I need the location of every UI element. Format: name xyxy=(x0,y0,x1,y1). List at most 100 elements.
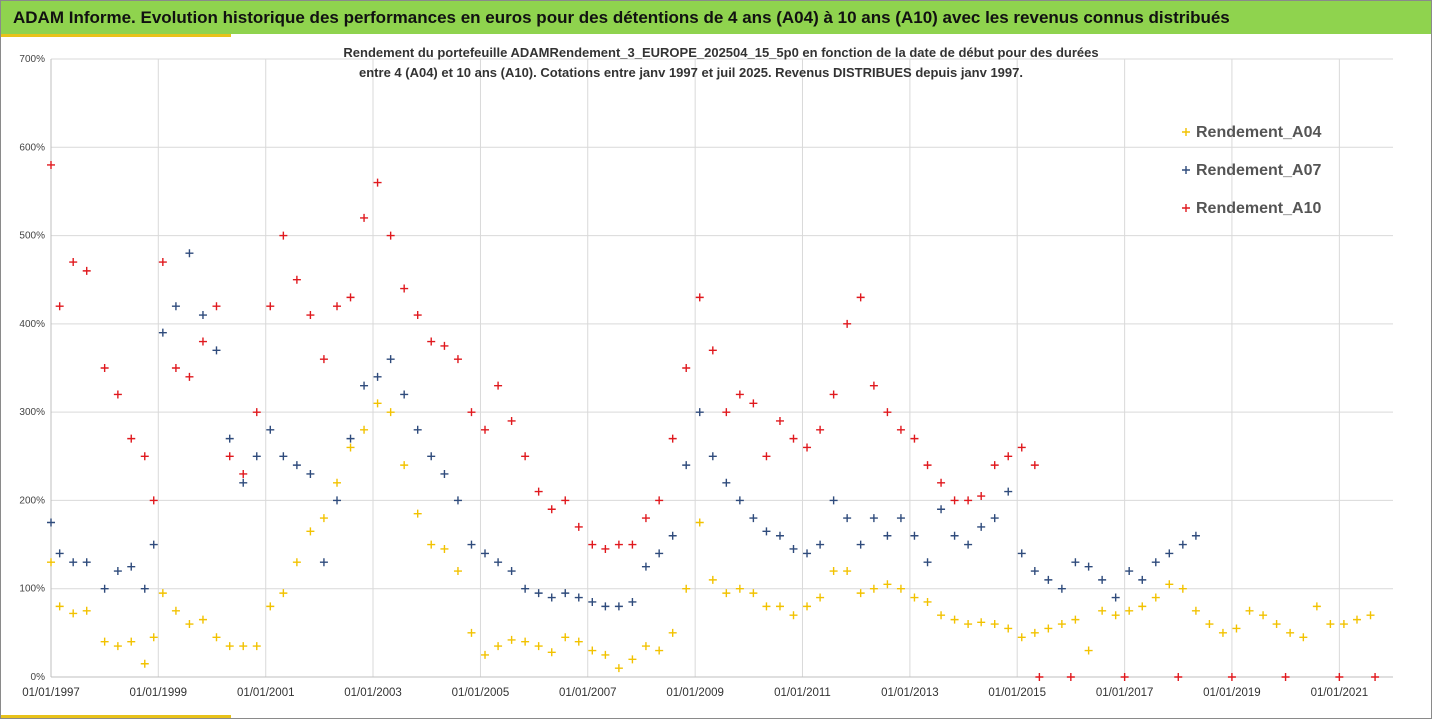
data-point xyxy=(292,558,301,567)
data-point xyxy=(212,633,221,642)
data-point xyxy=(521,584,530,593)
data-point xyxy=(481,425,490,434)
data-point xyxy=(158,258,167,267)
data-point xyxy=(252,452,261,461)
data-point xyxy=(614,602,623,611)
data-point xyxy=(588,597,597,606)
data-point xyxy=(453,567,462,576)
data-point xyxy=(333,302,342,311)
page-title: ADAM Informe. Evolution historique des p… xyxy=(13,8,1230,27)
data-point xyxy=(628,540,637,549)
series-Rendement_A07 xyxy=(47,249,1200,611)
y-tick-label: 400% xyxy=(19,319,45,330)
data-point xyxy=(1272,620,1281,629)
data-series xyxy=(47,160,1380,681)
data-point xyxy=(400,461,409,470)
x-tick-label: 01/01/1997 xyxy=(22,687,80,699)
data-point xyxy=(1227,673,1236,681)
data-point xyxy=(668,628,677,637)
data-point xyxy=(803,549,812,558)
data-point xyxy=(749,514,758,523)
data-point xyxy=(1035,673,1044,681)
data-point xyxy=(1066,673,1075,681)
data-point xyxy=(55,602,64,611)
data-point xyxy=(481,549,490,558)
data-point xyxy=(1191,606,1200,615)
chart-subtitle-line-1: Rendement du portefeuille ADAMRendement_… xyxy=(343,45,1098,60)
data-point xyxy=(964,620,973,629)
data-point xyxy=(762,527,771,536)
y-tick-label: 0% xyxy=(31,672,46,683)
x-tick-label: 01/01/2013 xyxy=(881,687,939,699)
data-point xyxy=(158,328,167,337)
data-point xyxy=(507,635,516,644)
data-point xyxy=(306,527,315,536)
data-point xyxy=(883,408,892,417)
data-point xyxy=(803,602,812,611)
data-point xyxy=(69,558,78,567)
data-point xyxy=(69,258,78,267)
data-point xyxy=(695,408,704,417)
y-tick-label: 300% xyxy=(19,407,45,418)
x-tick-label: 01/01/2005 xyxy=(452,687,510,699)
data-point xyxy=(453,355,462,364)
data-point xyxy=(1030,628,1039,637)
data-point xyxy=(346,293,355,302)
data-point xyxy=(427,452,436,461)
data-point xyxy=(333,478,342,487)
data-point xyxy=(306,469,315,478)
legend-label: Rendement_A10 xyxy=(1196,200,1321,217)
data-point xyxy=(453,496,462,505)
data-point xyxy=(1004,487,1013,496)
data-point xyxy=(266,425,275,434)
data-point xyxy=(1174,673,1183,681)
legend-label: Rendement_A07 xyxy=(1196,162,1321,179)
data-point xyxy=(1057,620,1066,629)
data-point xyxy=(1178,540,1187,549)
data-point xyxy=(547,593,556,602)
data-point xyxy=(1312,602,1321,611)
data-point xyxy=(1057,584,1066,593)
data-point xyxy=(319,355,328,364)
data-point xyxy=(641,514,650,523)
data-point xyxy=(521,452,530,461)
data-point xyxy=(1286,628,1295,637)
data-point xyxy=(735,496,744,505)
data-point xyxy=(494,558,503,567)
data-point xyxy=(775,531,784,540)
x-tick-label: 01/01/2019 xyxy=(1203,687,1261,699)
data-point xyxy=(373,372,382,381)
data-point xyxy=(803,443,812,452)
data-point xyxy=(722,478,731,487)
data-point xyxy=(252,642,261,651)
series-Rendement_A04 xyxy=(47,399,1375,673)
scatter-chart: 0% 100% 200% 300% 400% 500% 600% 700% 01/01/1997… xyxy=(19,45,1393,699)
data-point xyxy=(171,302,180,311)
data-point xyxy=(601,650,610,659)
data-point xyxy=(883,531,892,540)
data-point xyxy=(171,364,180,372)
data-point xyxy=(82,266,91,275)
data-point xyxy=(682,364,691,372)
data-point xyxy=(937,611,946,620)
data-point xyxy=(239,478,248,487)
chart-subtitle-line-2: entre 4 (A04) et 10 ans (A10). Cotations… xyxy=(359,65,1023,80)
data-point xyxy=(1371,673,1380,681)
data-point xyxy=(185,249,194,258)
data-point xyxy=(507,567,516,576)
accent-stripe-bottom xyxy=(1,715,231,718)
data-point xyxy=(964,496,973,505)
y-tick-label: 100% xyxy=(19,584,45,595)
data-point xyxy=(198,311,207,320)
data-point xyxy=(239,642,248,651)
data-point xyxy=(373,399,382,408)
data-point xyxy=(292,275,301,284)
data-point xyxy=(467,628,476,637)
data-point xyxy=(883,580,892,589)
data-point xyxy=(977,522,986,531)
y-tick-label: 200% xyxy=(19,495,45,506)
x-tick-label: 01/01/2007 xyxy=(559,687,617,699)
data-point xyxy=(1044,624,1053,633)
data-point xyxy=(708,346,717,355)
data-point xyxy=(708,452,717,461)
